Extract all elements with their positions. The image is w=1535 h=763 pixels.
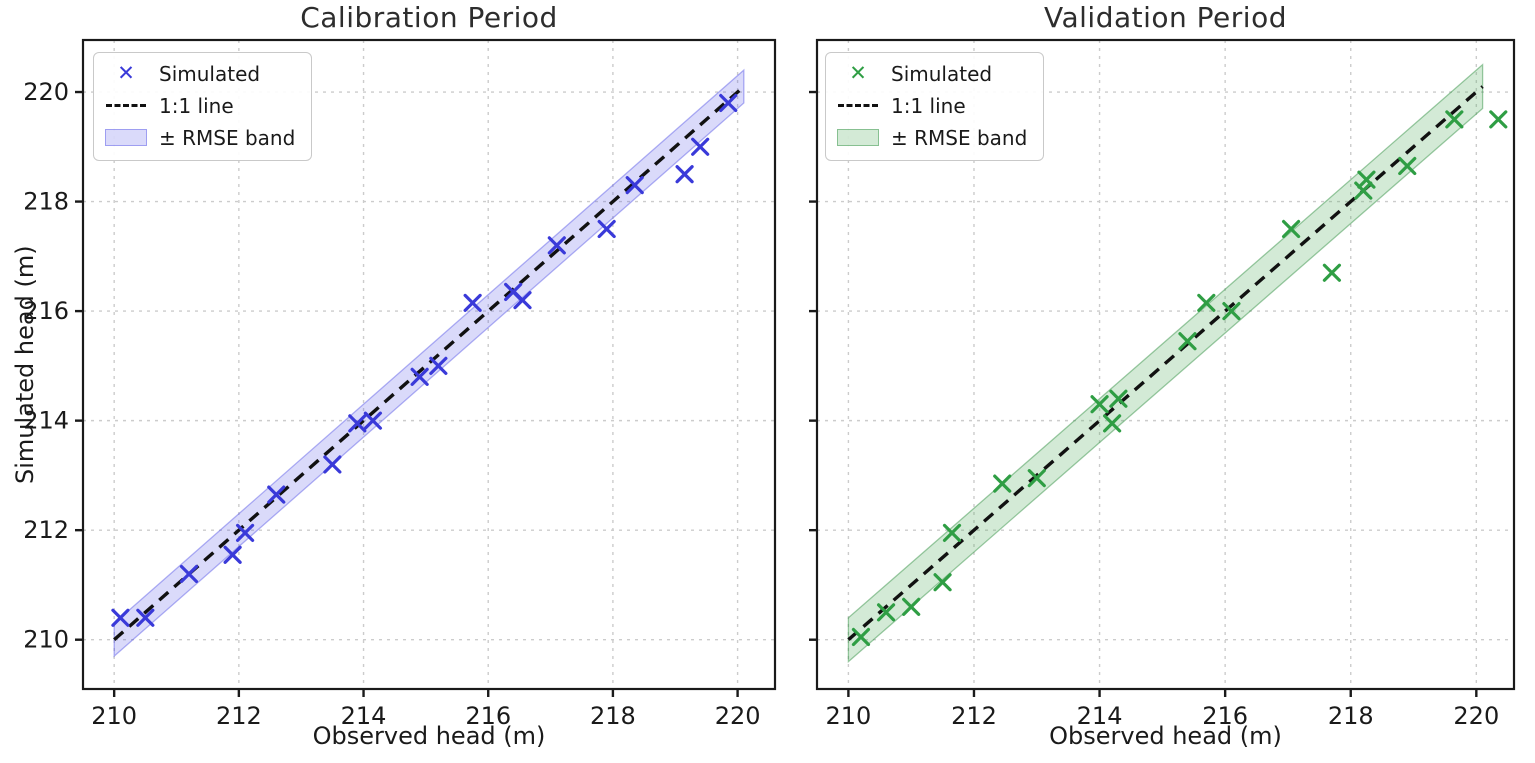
- svg-text:210: 210: [23, 626, 69, 654]
- legend-item-line: 1:1 line: [836, 91, 1027, 120]
- legend-swatch: [104, 129, 148, 146]
- svg-text:220: 220: [23, 78, 69, 106]
- legend-label-simulated: Simulated: [891, 61, 993, 86]
- svg-text:218: 218: [590, 702, 636, 730]
- legend-item-simulated: ✕ Simulated: [104, 59, 295, 88]
- svg-text:212: 212: [23, 516, 69, 544]
- calibration-panel: 210 212 214 216 218 220 210 212 214 216 218 220 Cal…: [11, 1, 777, 750]
- legend-swatch: [836, 129, 880, 146]
- svg-text:216: 216: [23, 297, 69, 325]
- svg-text:218: 218: [1328, 702, 1374, 730]
- svg-text:212: 212: [951, 702, 997, 730]
- validation-legend: ✕ Simulated 1:1 line ± RMSE band: [825, 52, 1045, 161]
- svg-text:216: 216: [465, 702, 511, 730]
- svg-text:216: 216: [1202, 702, 1248, 730]
- calibration-y-axis-label: Simulated head (m): [11, 245, 39, 484]
- svg-text:210: 210: [91, 702, 137, 730]
- legend-item-band: ± RMSE band: [836, 123, 1027, 152]
- legend-label-simulated: Simulated: [159, 61, 261, 86]
- x-marker-icon: ✕: [117, 61, 135, 85]
- svg-text:210: 210: [825, 702, 871, 730]
- legend-item-simulated: ✕ Simulated: [836, 59, 1027, 88]
- svg-text:214: 214: [23, 407, 69, 435]
- dashed-line-icon: [106, 104, 146, 107]
- x-marker-icon: ✕: [849, 61, 867, 85]
- validation-panel: 210 212 214 216 218 220 Validation Period Obs…: [790, 0, 1535, 763]
- rmse-band-swatch-icon: [105, 129, 147, 146]
- svg-text:220: 220: [1453, 702, 1499, 730]
- legend-item-band: ± RMSE band: [104, 123, 295, 152]
- dashed-line-icon: [838, 104, 878, 107]
- svg-text:218: 218: [23, 188, 69, 216]
- legend-label-band: ± RMSE band: [159, 125, 296, 150]
- validation-title: Validation Period: [1044, 1, 1287, 34]
- validation-x-axis-label: Observed head (m): [1049, 722, 1282, 750]
- svg-text:214: 214: [341, 702, 387, 730]
- calibration-legend: ✕ Simulated 1:1 line ± RMSE band: [93, 52, 313, 161]
- validation-plot-canvas: 210 212 214 216 218 220: [809, 38, 1516, 730]
- legend-swatch: [836, 104, 880, 107]
- rmse-band-swatch-icon: [837, 129, 879, 146]
- legend-label-line: 1:1 line: [159, 93, 234, 118]
- calibration-plot-canvas: 210 212 214 216 218 220 210 212 214 216 218 220: [23, 38, 777, 730]
- svg-text:220: 220: [715, 702, 761, 730]
- calibration-title: Calibration Period: [300, 1, 558, 34]
- legend-label-band: ± RMSE band: [891, 125, 1028, 150]
- legend-swatch: [104, 104, 148, 107]
- legend-item-line: 1:1 line: [104, 91, 295, 120]
- svg-text:212: 212: [216, 702, 262, 730]
- calibration-x-axis-label: Observed head (m): [312, 722, 546, 750]
- legend-label-line: 1:1 line: [891, 93, 966, 118]
- svg-text:214: 214: [1077, 702, 1123, 730]
